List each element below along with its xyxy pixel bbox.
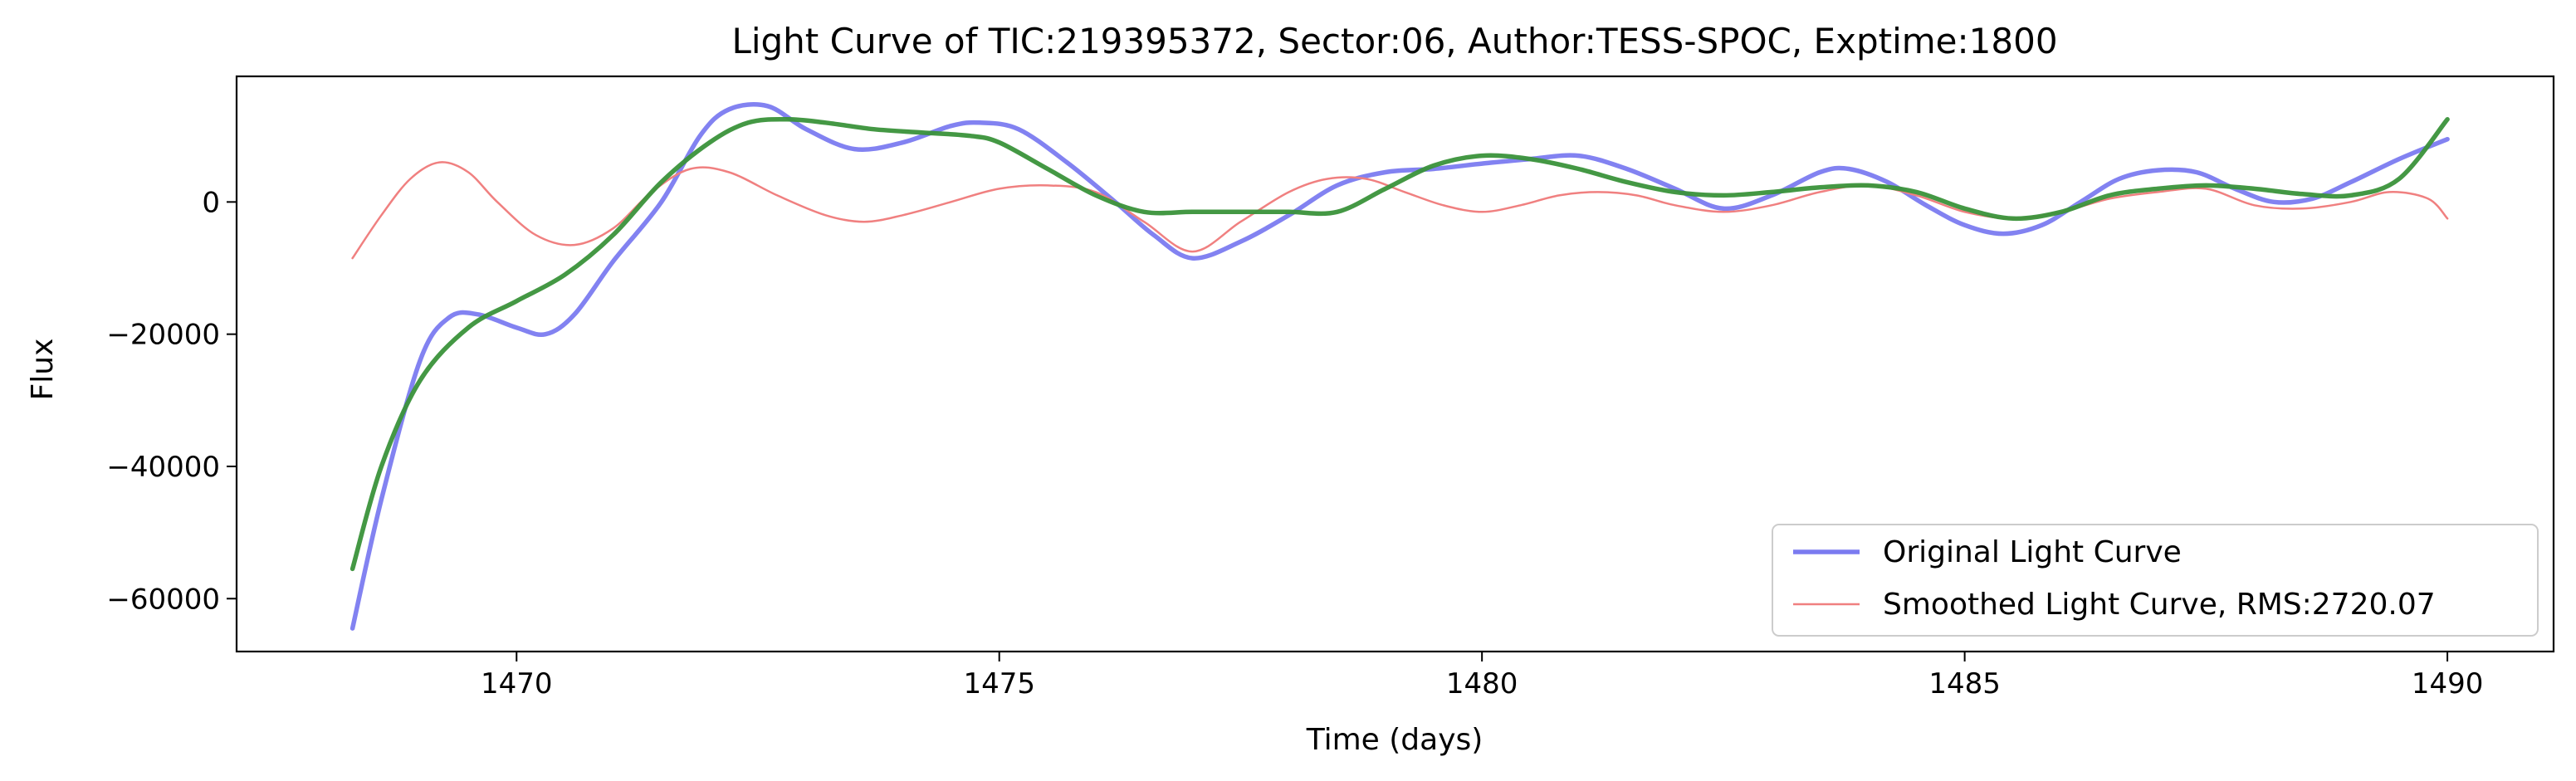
- series-original-line: [349, 102, 2450, 631]
- legend-label-original: Original Light Curve: [1883, 535, 2182, 569]
- x-tick-label: 1485: [1928, 667, 2001, 700]
- series-layer: [349, 102, 2450, 631]
- y-tick-label: −20000: [106, 319, 220, 352]
- x-tick-label: 1490: [2412, 667, 2484, 700]
- legend-label-smoothed: Smoothed Light Curve, RMS:2720.07: [1883, 588, 2436, 622]
- series-model-line: [349, 117, 2450, 572]
- x-axis-label: Time (days): [1306, 723, 1484, 757]
- y-tick-label: −60000: [106, 583, 220, 616]
- x-tick-label: 1480: [1446, 667, 1518, 700]
- x-axis: 1470 1475 1480 1485 1490: [481, 652, 2483, 700]
- y-tick-label: −40000: [106, 451, 220, 484]
- y-axis-label: Flux: [26, 339, 60, 401]
- x-tick-label: 1470: [481, 667, 553, 700]
- legend-box: [1772, 524, 2539, 637]
- legend: Original Light Curve Smoothed Light Curv…: [1772, 524, 2539, 637]
- y-axis: −60000 −40000 −20000 0: [106, 186, 237, 616]
- y-tick-label: 0: [202, 186, 220, 219]
- x-tick-label: 1475: [963, 667, 1035, 700]
- plot-frame: [235, 75, 2555, 653]
- chart-title: Light Curve of TIC:219395372, Sector:06,…: [731, 21, 2057, 61]
